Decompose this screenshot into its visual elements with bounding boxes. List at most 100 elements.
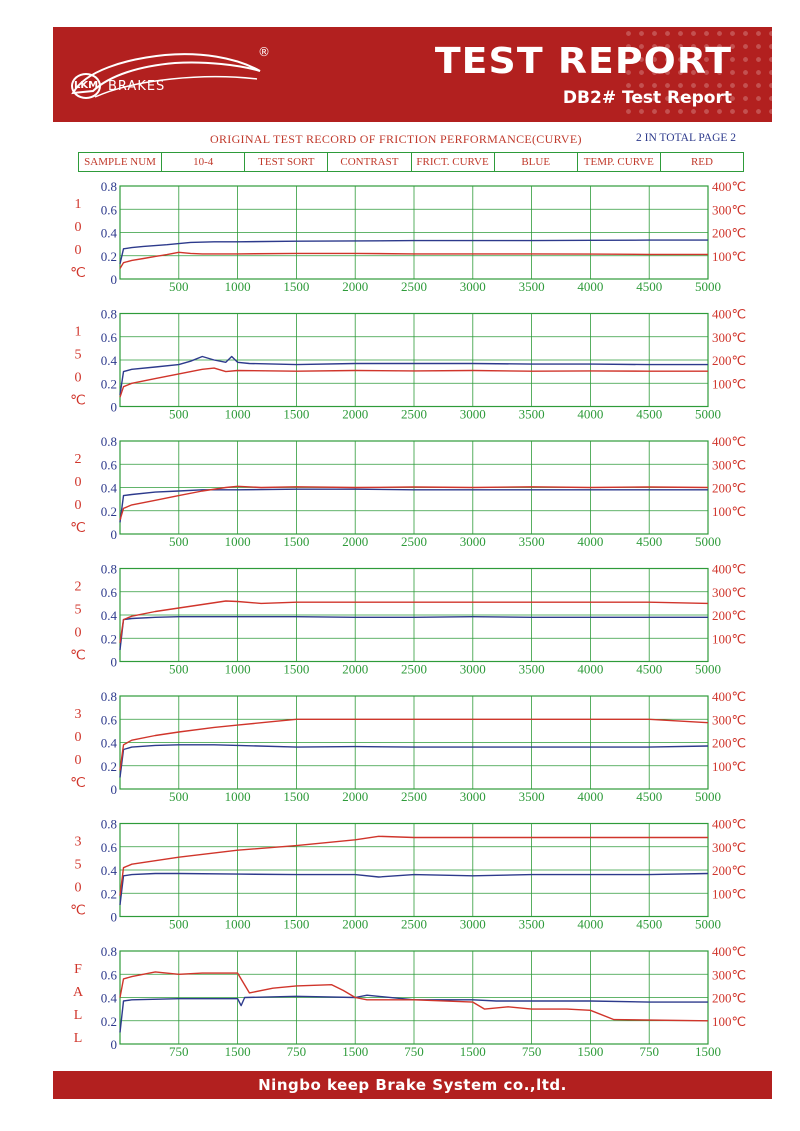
y-left-tick-label: 0.8 [101, 817, 117, 832]
x-tick-label: 4000 [577, 534, 603, 549]
y-right-tick-label: 300℃ [712, 330, 746, 345]
y-left-tick-label: 0 [111, 655, 118, 670]
y-right-tick-label: 100℃ [712, 249, 746, 264]
row-label-char: 3 [75, 707, 82, 722]
y-left-tick-label: 0.8 [101, 689, 117, 704]
registered-mark: ® [258, 45, 270, 59]
temperature-curve [119, 367, 708, 398]
x-tick-label: 750 [639, 1044, 659, 1059]
temperature-curve [119, 251, 708, 269]
y-left-tick-label: 0.4 [101, 736, 118, 751]
y-left-tick-label: 0.2 [101, 249, 117, 264]
row-label-char: 2 [75, 452, 82, 467]
y-right-tick-label: 200℃ [712, 353, 746, 368]
y-left-tick-label: 0.6 [101, 330, 118, 345]
x-tick-label: 1500 [577, 1044, 603, 1059]
x-tick-label: 2500 [401, 279, 427, 294]
y-left-tick-label: 0.2 [101, 504, 117, 519]
info-cell: SAMPLE NUM [79, 153, 163, 171]
x-tick-label: 2500 [401, 789, 427, 804]
y-right-tick-label: 400℃ [712, 689, 746, 704]
y-right-tick-label: 100℃ [712, 631, 746, 646]
info-cell: TEST SORT [245, 153, 329, 171]
x-tick-label: 5000 [695, 662, 721, 677]
row-label-char: 1 [75, 325, 82, 340]
y-left-tick-label: 0 [111, 910, 118, 925]
y-left-tick-label: 0.6 [101, 840, 118, 855]
y-left-tick-label: 0.8 [101, 944, 117, 959]
y-left-tick-label: 0.6 [101, 967, 118, 982]
temperature-curve [119, 485, 709, 521]
y-left-tick-label: 0.2 [101, 886, 117, 901]
x-tick-label: 1500 [283, 917, 309, 932]
x-tick-label: 4500 [636, 279, 662, 294]
x-tick-label: 2000 [342, 662, 368, 677]
x-tick-label: 3500 [519, 789, 545, 804]
row-label-char: ℃ [70, 649, 86, 664]
x-tick-label: 750 [404, 1044, 424, 1059]
x-tick-label: 4500 [636, 407, 662, 422]
row-label-char: 2 [75, 580, 82, 595]
info-cell: FRICT. CURVE [412, 153, 495, 171]
brand-name: BRAKES [108, 79, 166, 94]
x-tick-label: 500 [169, 279, 189, 294]
x-tick-label: 1000 [225, 789, 251, 804]
y-right-tick-label: 300℃ [712, 712, 746, 727]
x-tick-label: 1500 [283, 279, 309, 294]
y-right-tick-label: 200℃ [712, 226, 746, 241]
info-cell: RED [690, 156, 713, 168]
x-tick-label: 2000 [342, 534, 368, 549]
info-cell: CONTRAST [328, 153, 412, 171]
x-tick-label: 4500 [636, 534, 662, 549]
x-tick-label: 2500 [401, 407, 427, 422]
x-tick-label: 1000 [225, 662, 251, 677]
y-left-tick-label: 0.4 [101, 991, 118, 1006]
x-tick-label: 4500 [636, 789, 662, 804]
x-tick-label: 500 [169, 917, 189, 932]
y-right-tick-label: 100℃ [712, 1014, 746, 1029]
row-label-char: 5 [75, 603, 82, 618]
plot-frame [119, 695, 709, 790]
x-tick-label: 3500 [519, 407, 545, 422]
report-header: LKM BRAKES ® TEST REPORT DB2# Test Repor… [53, 27, 772, 122]
friction-curve [119, 616, 708, 650]
y-left-tick-label: 0.6 [101, 202, 118, 217]
row-label-char: 5 [75, 348, 82, 363]
y-right-tick-label: 300℃ [712, 967, 746, 982]
y-left-tick-label: 0.4 [101, 353, 118, 368]
friction-curve [119, 239, 708, 265]
x-tick-label: 4500 [636, 917, 662, 932]
brand-mark: LKM [71, 73, 101, 99]
y-left-tick-label: 0.4 [101, 226, 118, 241]
y-left-tick-label: 0.8 [101, 434, 117, 449]
y-left-tick-label: 0 [111, 400, 118, 415]
x-tick-label: 1500 [283, 662, 309, 677]
x-tick-label: 1000 [225, 279, 251, 294]
y-right-tick-label: 400℃ [712, 817, 746, 832]
info-cell: TEMP. CURVE [578, 153, 661, 171]
x-tick-label: 1000 [225, 407, 251, 422]
row-label-char: 0 [75, 243, 82, 258]
row-label-char: 0 [75, 498, 82, 513]
x-tick-label: 4000 [577, 662, 603, 677]
friction-curve [119, 872, 709, 905]
info-cell: BLUE [495, 153, 578, 171]
temperature-curve [119, 971, 709, 1022]
sample-info-table: SAMPLE NUM 10-4 TEST SORT CONTRAST FRICT… [78, 152, 744, 172]
y-left-tick-label: 0.4 [101, 481, 118, 496]
page-label: 2 IN TOTAL PAGE 2 [636, 132, 737, 144]
x-tick-label: 3000 [460, 789, 486, 804]
x-tick-label: 3000 [460, 279, 486, 294]
x-tick-label: 5000 [695, 279, 721, 294]
y-left-tick-label: 0.2 [101, 376, 117, 391]
x-tick-label: 2000 [342, 917, 368, 932]
temperature-curve [119, 718, 709, 771]
row-label-char: L [74, 1031, 83, 1046]
x-tick-label: 3000 [460, 407, 486, 422]
plot-frame [119, 567, 709, 663]
x-tick-label: 1500 [283, 407, 309, 422]
